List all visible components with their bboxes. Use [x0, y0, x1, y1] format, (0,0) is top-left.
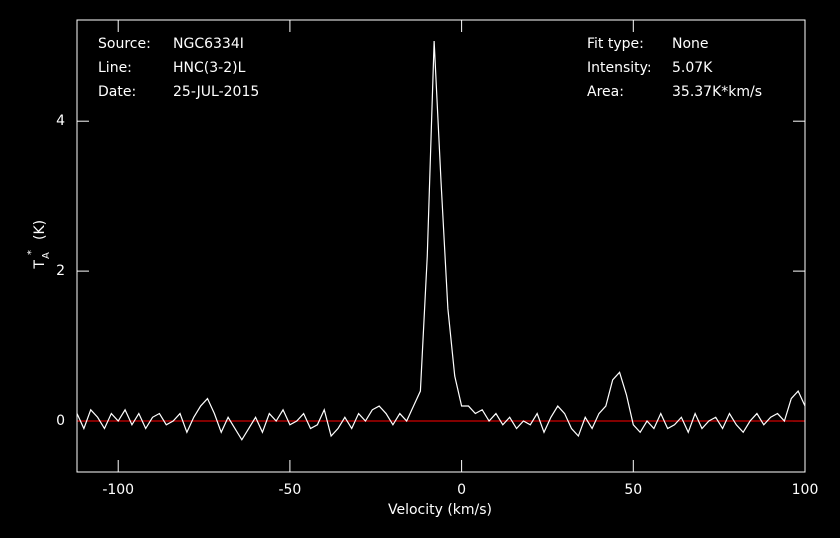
annotation-value: 25-JUL-2015: [173, 84, 259, 100]
x-axis-label: Velocity (km/s): [388, 502, 492, 518]
y-axis-label: T A * (K): [26, 220, 52, 270]
annotation-label: Fit type:: [587, 36, 644, 52]
spectrum-line: [76, 40, 806, 441]
annotation-label: Source:: [98, 36, 151, 52]
plot-frame: [76, 19, 806, 473]
y-tick-label: 0: [56, 413, 65, 429]
x-tick-label: 100: [792, 482, 819, 498]
y-label-subscript: A: [41, 252, 52, 259]
y-tick-label: 2: [56, 263, 65, 279]
annotation-value: HNC(3-2)L: [173, 60, 246, 76]
x-tick-label: 0: [457, 482, 466, 498]
x-tick-label: -50: [278, 482, 301, 498]
annotation-label: Line:: [98, 60, 132, 76]
annotation-label: Intensity:: [587, 60, 652, 76]
annotation-value: NGC6334I: [173, 36, 244, 52]
annotation-value: None: [672, 36, 709, 52]
y-tick-label: 4: [56, 113, 65, 129]
y-label-unit: (K): [32, 220, 48, 240]
annotation-label: Date:: [98, 84, 136, 100]
annotation-value: 5.07K: [672, 60, 713, 76]
y-label-symbol: T: [32, 260, 48, 270]
x-tick-label: -100: [102, 482, 134, 498]
annotation-label: Area:: [587, 84, 624, 100]
annotation-value: 35.37K*km/s: [672, 84, 762, 100]
x-tick-label: 50: [624, 482, 642, 498]
y-label-superscript: *: [26, 250, 37, 255]
